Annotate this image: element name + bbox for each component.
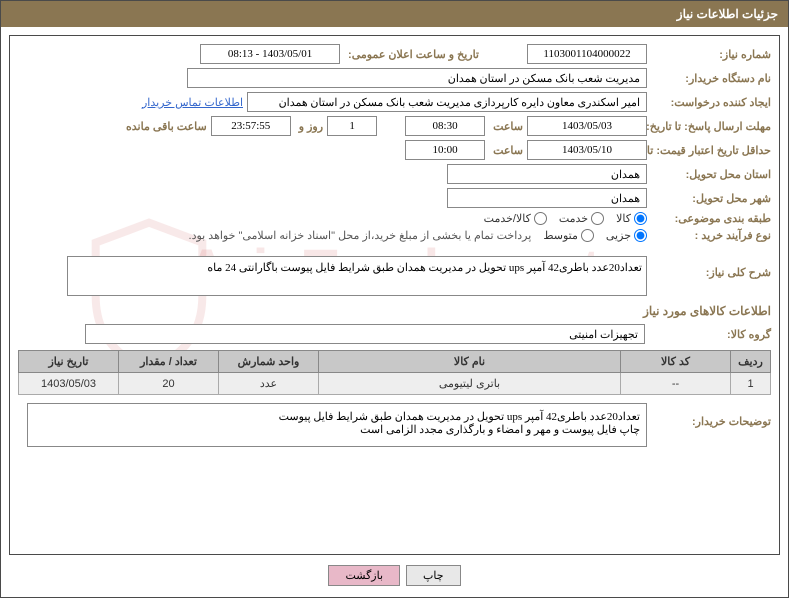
th-code: کد کالا [621, 351, 731, 373]
process-label: نوع فرآیند خرید : [651, 229, 771, 242]
remain-label: ساعت باقی مانده [122, 120, 207, 133]
cell-date: 1403/05/03 [19, 373, 119, 395]
province-label: استان محل تحویل: [651, 168, 771, 181]
goods-table: ردیف کد کالا نام کالا واحد شمارش تعداد /… [18, 350, 771, 395]
group-field [85, 324, 645, 344]
buyer-notes-textarea[interactable] [27, 403, 647, 447]
radio-medium-label: متوسط [543, 229, 578, 242]
buyer-contact-link[interactable]: اطلاعات تماس خریدار [142, 96, 243, 109]
time-label-1: ساعت [489, 120, 523, 133]
validity-date-field [527, 140, 647, 160]
radio-medium[interactable] [581, 229, 594, 242]
radio-both[interactable] [534, 212, 547, 225]
goods-section-title: اطلاعات کالاهای مورد نیاز [18, 304, 771, 318]
need-number-label: شماره نیاز: [651, 48, 771, 61]
radio-khedmat-label: خدمت [559, 212, 588, 225]
process-note: پرداخت تمام یا بخشی از مبلغ خرید،از محل … [189, 229, 532, 242]
th-qty: تعداد / مقدار [119, 351, 219, 373]
city-field [447, 188, 647, 208]
city-label: شهر محل تحویل: [651, 192, 771, 205]
cell-unit: عدد [219, 373, 319, 395]
announce-label: تاریخ و ساعت اعلان عمومی: [344, 48, 479, 61]
process-radio-group: جزیی متوسط [543, 229, 647, 242]
time-label-2: ساعت [489, 144, 523, 157]
cell-row: 1 [731, 373, 771, 395]
desc-textarea[interactable] [67, 256, 647, 296]
requester-field [247, 92, 647, 112]
day-word: روز و [295, 120, 323, 133]
th-unit: واحد شمارش [219, 351, 319, 373]
cell-code: -- [621, 373, 731, 395]
cell-qty: 20 [119, 373, 219, 395]
radio-partial[interactable] [634, 229, 647, 242]
group-label: گروه کالا: [651, 328, 771, 341]
province-field [447, 164, 647, 184]
desc-label: شرح کلی نیاز: [651, 256, 771, 279]
buyer-org-label: نام دستگاه خریدار: [651, 72, 771, 85]
need-number-field [527, 44, 647, 64]
cell-name: باتری لیتیومی [319, 373, 621, 395]
time-remaining-field [211, 116, 291, 136]
print-button[interactable]: چاپ [406, 565, 461, 586]
th-name: نام کالا [319, 351, 621, 373]
panel-header: جزئیات اطلاعات نیاز [1, 1, 788, 27]
announce-date-field [200, 44, 340, 64]
radio-partial-label: جزیی [606, 229, 631, 242]
buyer-org-field [187, 68, 647, 88]
days-remaining-field [327, 116, 377, 136]
validity-time-field [405, 140, 485, 160]
category-label: طبقه بندی موضوعی: [651, 212, 771, 225]
table-row: 1 -- باتری لیتیومی عدد 20 1403/05/03 [19, 373, 771, 395]
th-date: تاریخ نیاز [19, 351, 119, 373]
radio-khedmat[interactable] [591, 212, 604, 225]
th-row: ردیف [731, 351, 771, 373]
deadline-label: مهلت ارسال پاسخ: تا تاریخ: [651, 120, 771, 133]
requester-label: ایجاد کننده درخواست: [651, 96, 771, 109]
buyer-notes-label: توضیحات خریدار: [651, 403, 771, 428]
deadline-date-field [527, 116, 647, 136]
back-button[interactable]: بازگشت [328, 565, 400, 586]
radio-kala-label: کالا [616, 212, 631, 225]
radio-both-label: کالا/خدمت [484, 212, 531, 225]
category-radio-group: کالا خدمت کالا/خدمت [484, 212, 647, 225]
radio-kala[interactable] [634, 212, 647, 225]
deadline-time-field [405, 116, 485, 136]
validity-label: حداقل تاریخ اعتبار قیمت: تا تاریخ: [651, 144, 771, 157]
